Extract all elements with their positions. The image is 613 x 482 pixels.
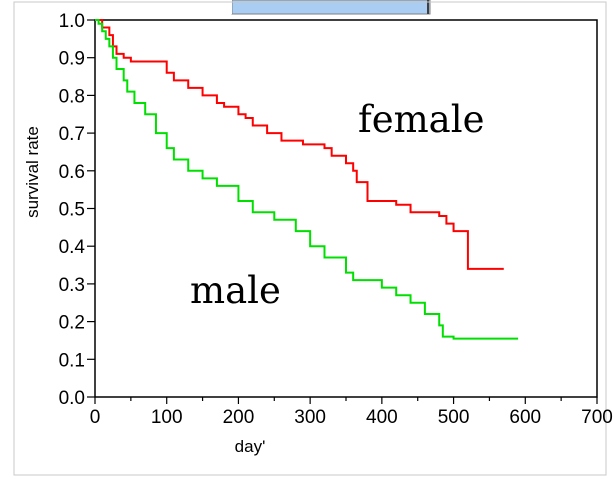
male-annotation: male <box>190 269 281 312</box>
y-tick-label: 1.0 <box>59 11 85 32</box>
x-tick-label: 100 <box>151 407 183 428</box>
series-line-male <box>95 19 519 340</box>
x-tick-label: 200 <box>223 407 255 428</box>
y-tick-label: 0.3 <box>59 275 85 296</box>
x-tick-label: 0 <box>90 407 101 428</box>
x-tick-label: 300 <box>294 407 326 428</box>
y-tick-label: 0.7 <box>59 124 85 145</box>
y-tick-label: 0.5 <box>59 200 85 221</box>
plot-area <box>94 19 598 398</box>
y-axis-label: survival rate <box>23 126 42 218</box>
x-tick-label: 600 <box>509 407 541 428</box>
y-tick-label: 0.9 <box>59 49 85 70</box>
y-tick-label: 0.2 <box>59 313 85 334</box>
x-axis: 0 100 200 300 400 500 600 700 <box>90 397 613 428</box>
female-annotation: female <box>358 98 484 141</box>
y-axis: 0.0 0.1 0.2 0.3 0.4 0.5 0.6 0.7 0.8 0.9 1.0 <box>59 11 95 409</box>
chart-container-border <box>13 1 607 476</box>
y-tick-label: 0.1 <box>59 350 85 371</box>
plot-frame <box>94 19 598 398</box>
y-tick-label: 0.4 <box>59 237 86 258</box>
y-tick-label: 0.6 <box>59 162 85 183</box>
x-tick-label: 500 <box>438 407 470 428</box>
series-line-female <box>95 19 504 270</box>
x-axis-label: day' <box>235 437 266 456</box>
y-tick-label: 0.0 <box>59 388 85 409</box>
x-tick-label: 400 <box>366 407 398 428</box>
y-tick-label: 0.8 <box>59 86 85 107</box>
series-layer <box>95 19 519 340</box>
x-tick-label: 700 <box>581 407 613 428</box>
